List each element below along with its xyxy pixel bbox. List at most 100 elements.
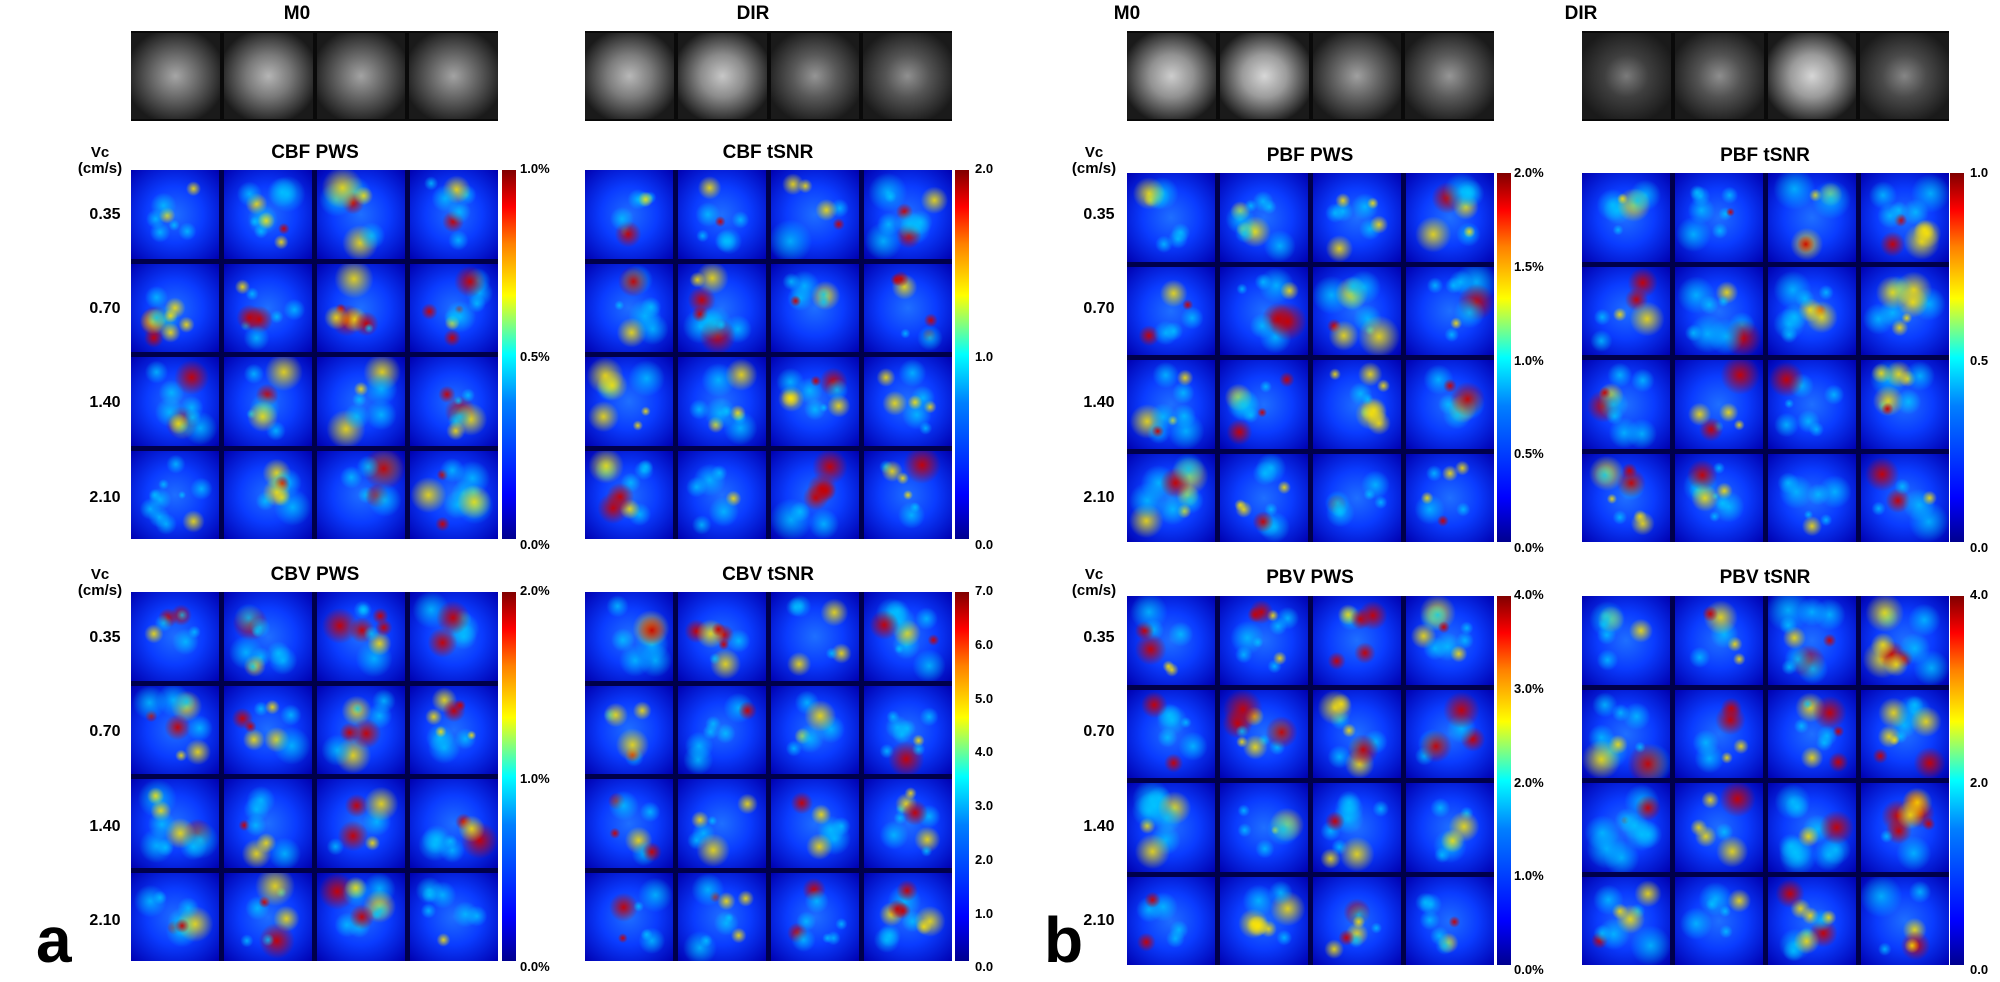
map-tile xyxy=(1861,876,1949,965)
map-tile xyxy=(131,263,219,352)
map-title-cbf-tsnr: CBF tSNR xyxy=(722,142,814,163)
cbv-pws-tick: 2.0% xyxy=(520,583,550,598)
map-tile xyxy=(585,592,673,681)
map-tile xyxy=(1582,596,1670,685)
map-title-cbv-pws: CBV PWS xyxy=(270,564,360,585)
cbv-tsnr-tick: 7.0 xyxy=(975,583,994,598)
map-tile xyxy=(1861,266,1949,355)
dir-title-a: DIR xyxy=(736,3,770,24)
row-label-pbv-1: 0.70 xyxy=(1083,723,1115,740)
anatomy-slice xyxy=(1767,33,1857,119)
pbf-pws-tick: 1.5% xyxy=(1514,259,1544,274)
map-tile xyxy=(131,779,219,868)
map-tile xyxy=(585,170,673,259)
map-tile xyxy=(585,450,673,539)
map-tile xyxy=(771,170,859,259)
map-tile xyxy=(224,450,312,539)
cbf-tsnr-tick: 1.0 xyxy=(975,349,994,364)
map-tile xyxy=(1313,173,1401,262)
pbf-tsnr-tick: 0.5 xyxy=(1970,353,1989,368)
map-tile xyxy=(1582,783,1670,872)
vc-label-pbv: Vc (cm/s) xyxy=(1071,566,1117,599)
map-tile xyxy=(771,685,859,774)
map-title-pbv-tsnr: PBV tSNR xyxy=(1719,567,1811,588)
map-tile xyxy=(1313,783,1401,872)
cbv-tsnr-tick: 6.0 xyxy=(975,637,994,652)
map-tile xyxy=(131,685,219,774)
map-tile xyxy=(1127,596,1215,685)
row-label-pbv-0: 0.35 xyxy=(1083,629,1115,646)
map-tile xyxy=(1127,360,1215,449)
row-label-pbf-3: 2.10 xyxy=(1083,489,1115,506)
anatomy-slice xyxy=(1674,33,1764,119)
map-title-cbf-pws: CBF PWS xyxy=(271,142,359,163)
map-tile xyxy=(317,357,405,446)
cbv-tsnr-tick: 4.0 xyxy=(975,744,994,759)
map-tile xyxy=(1768,689,1856,778)
vc-label-cbv: Vc (cm/s) xyxy=(77,566,123,599)
map-tile xyxy=(1675,876,1763,965)
map-tile xyxy=(1768,266,1856,355)
map-tile xyxy=(1406,783,1494,872)
map-tile xyxy=(585,779,673,868)
pbv-pws-colorbar xyxy=(1497,596,1511,965)
pbv-tsnr-tick: 4.0 xyxy=(1970,587,1989,602)
cbf-tsnr-tick: 2.0 xyxy=(975,161,994,176)
map-tile xyxy=(678,357,766,446)
pbv-pws-tick: 0.0% xyxy=(1514,962,1544,977)
map-tile xyxy=(1406,876,1494,965)
map-tile xyxy=(1861,173,1949,262)
map-tile xyxy=(1313,453,1401,542)
dir-title-b: DIR xyxy=(1564,3,1598,24)
anatomy-slice xyxy=(585,33,674,119)
map-tile xyxy=(1127,876,1215,965)
map-tile xyxy=(1582,266,1670,355)
anatomy-slice xyxy=(409,33,499,119)
map-tile xyxy=(317,872,405,961)
cbf-pws-colorbar xyxy=(502,170,516,539)
cbv-pws-tick: 1.0% xyxy=(520,771,550,786)
row-label-pbv-3: 2.10 xyxy=(1083,912,1115,929)
map-tile xyxy=(224,170,312,259)
pbv-tsnr-tick: 2.0 xyxy=(1970,775,1989,790)
map-tile xyxy=(1675,173,1763,262)
cbv-tsnr-tick: 2.0 xyxy=(975,852,994,867)
row-label-cbf-1: 0.70 xyxy=(89,300,121,317)
map-tile xyxy=(1768,173,1856,262)
anatomy-slice xyxy=(677,33,767,119)
map-tile xyxy=(1675,596,1763,685)
row-label-cbf-3: 2.10 xyxy=(89,489,121,506)
map-tile xyxy=(1220,876,1308,965)
map-title-pbf-pws: PBF PWS xyxy=(1266,145,1354,166)
map-tile xyxy=(678,872,766,961)
anatomy-slice xyxy=(223,33,313,119)
map-tile xyxy=(410,872,498,961)
row-label-pbf-0: 0.35 xyxy=(1083,206,1115,223)
map-tile xyxy=(410,357,498,446)
cbf-pws-tick: 0.5% xyxy=(520,349,550,364)
map-tile xyxy=(131,450,219,539)
pbf-tsnr-colorbar xyxy=(1950,173,1964,542)
dir-image-strip-a xyxy=(585,31,953,121)
map-tile xyxy=(1406,173,1494,262)
map-tile xyxy=(317,779,405,868)
row-label-cbf-0: 0.35 xyxy=(89,206,121,223)
map-tile xyxy=(1127,173,1215,262)
map-tile xyxy=(131,872,219,961)
cbf-tsnr-map-grid xyxy=(585,170,952,539)
anatomy-slice xyxy=(1127,33,1216,119)
pbv-pws-tick: 1.0% xyxy=(1514,868,1544,883)
cbf-pws-tick: 0.0% xyxy=(520,537,550,552)
map-tile xyxy=(678,263,766,352)
pbv-pws-tick: 3.0% xyxy=(1514,681,1544,696)
pbf-tsnr-tick: 0.0 xyxy=(1970,540,1989,555)
pbv-tsnr-colorbar xyxy=(1950,596,1964,965)
map-tile xyxy=(864,592,952,681)
map-tile xyxy=(585,357,673,446)
map-tile xyxy=(864,779,952,868)
map-tile xyxy=(1220,266,1308,355)
map-tile xyxy=(585,685,673,774)
map-tile xyxy=(1313,360,1401,449)
map-tile xyxy=(1768,783,1856,872)
cbv-tsnr-tick: 0.0 xyxy=(975,959,994,974)
